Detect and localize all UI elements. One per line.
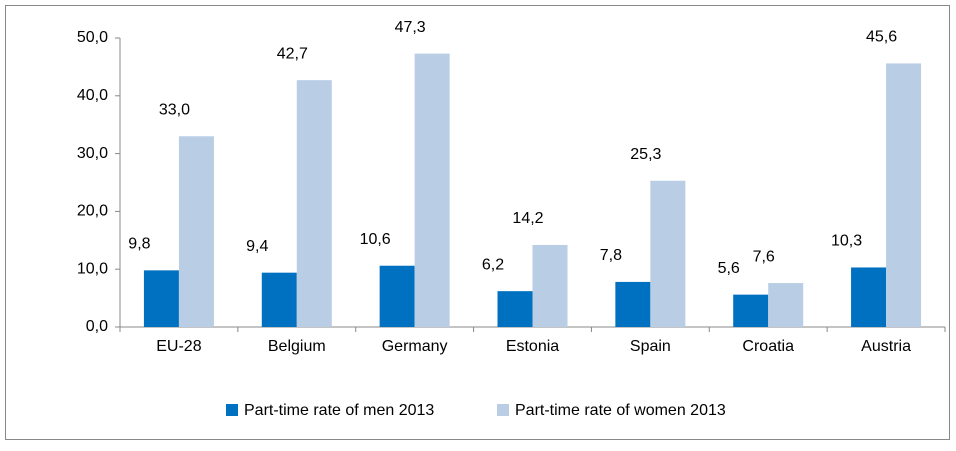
- bar: [768, 283, 804, 327]
- bar: [414, 53, 450, 328]
- value-label: 25,3: [630, 146, 661, 163]
- value-label: 5,6: [718, 260, 740, 277]
- bar: [178, 136, 214, 327]
- value-label: 45,6: [866, 29, 897, 46]
- value-label: 14,2: [512, 210, 543, 227]
- y-tick-label: 50,0: [77, 29, 108, 46]
- value-label: 7,6: [753, 248, 775, 265]
- bar: [143, 270, 179, 327]
- value-label: 47,3: [395, 19, 426, 36]
- x-tick-label: Belgium: [268, 338, 326, 355]
- legend-swatch: [497, 404, 509, 416]
- bar: [497, 291, 533, 327]
- bar: [886, 63, 922, 327]
- bar: [650, 180, 686, 327]
- legend-label: Part-time rate of men 2013: [244, 402, 434, 419]
- y-tick-label: 40,0: [77, 87, 108, 104]
- value-label: 9,8: [128, 236, 150, 253]
- bar: [615, 281, 651, 327]
- y-tick-label: 20,0: [77, 203, 108, 220]
- x-tick-label: Austria: [861, 338, 911, 355]
- x-tick-label: EU-28: [156, 338, 201, 355]
- x-tick-label: Spain: [630, 338, 671, 355]
- value-label: 6,2: [482, 256, 504, 273]
- x-tick-label: Germany: [382, 338, 448, 355]
- bar: [296, 80, 332, 327]
- value-label: 33,0: [159, 101, 190, 118]
- value-label: 9,4: [246, 238, 268, 255]
- chart-border: [5, 5, 950, 440]
- legend-label: Part-time rate of women 2013: [515, 402, 726, 419]
- value-label: 7,8: [600, 247, 622, 264]
- bar: [379, 265, 415, 327]
- y-tick-label: 10,0: [77, 260, 108, 277]
- y-tick-label: 0,0: [86, 318, 108, 335]
- bar: [733, 294, 769, 327]
- value-label: 42,7: [277, 45, 308, 62]
- bar: [851, 267, 887, 327]
- y-tick-label: 30,0: [77, 145, 108, 162]
- legend-swatch: [226, 404, 238, 416]
- value-label: 10,6: [360, 231, 391, 248]
- x-tick-label: Croatia: [742, 338, 794, 355]
- bar: [261, 272, 297, 327]
- x-tick-label: Estonia: [506, 338, 559, 355]
- value-label: 10,3: [831, 233, 862, 250]
- bar: [532, 244, 568, 327]
